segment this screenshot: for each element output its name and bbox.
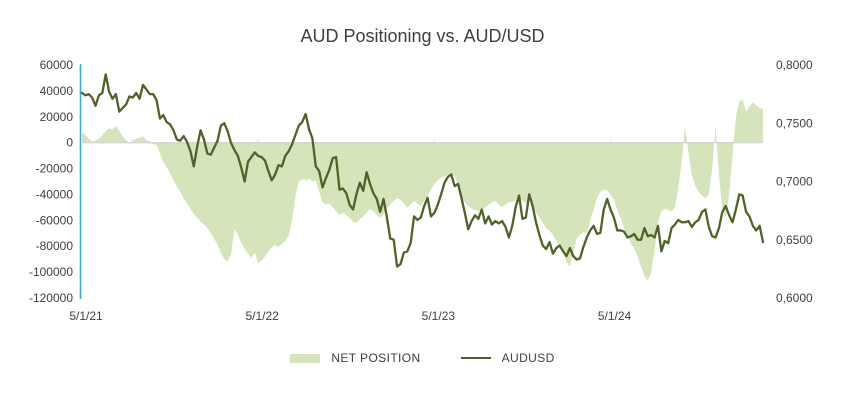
left-axis-tick-label: -80000 [36,239,74,253]
left-axis-labels: 60000 40000 20000 0 -20000 -40000 -60000 -80000… [29,58,73,305]
left-axis-tick-label: 40000 [40,84,74,98]
left-axis-tick-label: 60000 [40,58,74,72]
right-axis-tick-label: 0,7000 [776,175,813,189]
x-axis-tick-label: 5/1/23 [422,309,456,323]
left-axis-tick-label: -60000 [36,213,74,227]
net-position-area-series [82,99,763,282]
net-position-legend-label: NET POSITION [331,351,421,365]
net-position-swatch [290,353,321,363]
chart-legend: NET POSITION AUDUSD [82,348,763,368]
left-axis-tick-label: -20000 [36,162,74,176]
left-axis-tick-label: -120000 [29,291,73,305]
x-axis-tick-label: 5/1/24 [598,309,632,323]
audusd-line-swatch [460,357,491,359]
right-axis-labels: 0,8000 0,7500 0,7000 0,6500 0,6000 [776,58,813,305]
right-axis-tick-label: 0,7500 [776,116,813,130]
legend-item-audusd[interactable]: AUDUSD [460,351,555,365]
left-axis-tick-label: -100000 [29,265,73,279]
audusd-line-series [80,73,765,268]
chart-title: AUD Positioning vs. AUD/USD [300,26,545,46]
right-axis-tick-label: 0,6500 [776,233,813,247]
right-axis-tick-label: 0,6000 [776,291,813,305]
x-axis-labels: 5/1/21 5/1/22 5/1/23 5/1/24 [69,309,631,323]
audusd-legend-label: AUDUSD [501,351,555,365]
legend-item-net-position[interactable]: NET POSITION [290,351,420,365]
left-axis-tick-label: 20000 [40,110,74,124]
x-axis-tick-label: 5/1/22 [245,309,279,323]
x-axis-tick-label: 5/1/21 [69,309,103,323]
left-axis-tick-label: -40000 [36,187,74,201]
x-axis-tick-marks [257,140,612,147]
right-axis-tick-label: 0,8000 [776,58,813,72]
left-axis-tick-label: 0 [66,136,73,150]
